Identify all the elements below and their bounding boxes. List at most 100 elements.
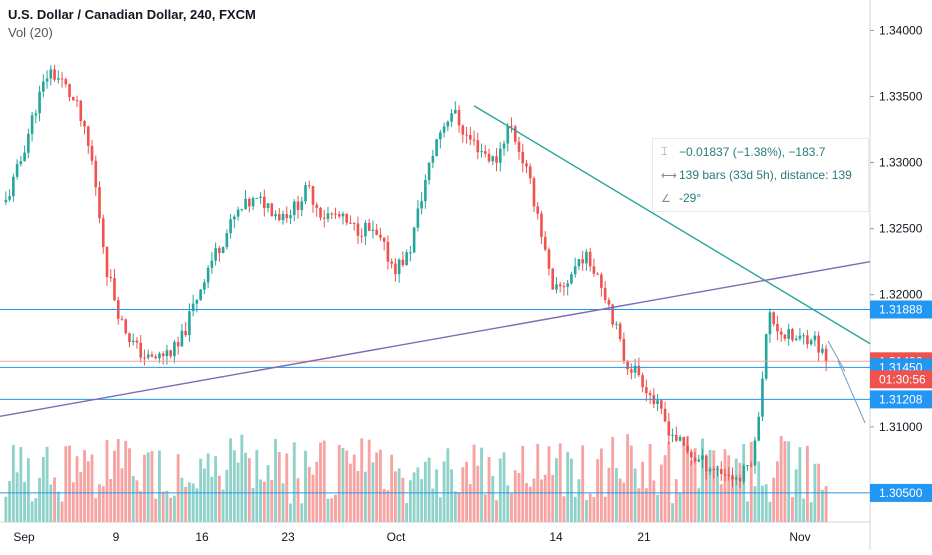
candle-body	[244, 198, 247, 210]
candle-body	[633, 365, 637, 373]
volume-bar	[105, 440, 109, 522]
volume-bar	[326, 498, 330, 522]
symbol-title: U.S. Dollar / Canadian Dollar, 240, FXCM	[8, 7, 256, 22]
candle-body	[660, 400, 663, 409]
volume-bar	[322, 440, 326, 522]
candle-body	[454, 109, 457, 114]
candle-body	[199, 289, 202, 300]
volume-bar	[378, 449, 382, 522]
candle-body	[259, 196, 262, 198]
volume-bar	[453, 491, 457, 522]
candle-body	[248, 198, 251, 207]
volume-bar	[678, 492, 682, 522]
y-tick-label: 1.31000	[879, 420, 923, 434]
volume-bar	[292, 442, 296, 522]
candle-body	[341, 213, 345, 217]
volume-bar	[281, 483, 285, 522]
candle-body	[94, 160, 98, 188]
volume-bar	[716, 465, 719, 522]
angle-icon: ∠	[661, 192, 671, 205]
volume-bar	[450, 469, 454, 522]
candle-body	[671, 434, 674, 436]
volume-bar	[412, 472, 416, 522]
volume-bar	[49, 484, 53, 522]
volume-bar	[611, 437, 615, 522]
price-badge-label: 1.31888	[879, 302, 923, 316]
price-axis-bg	[870, 0, 932, 550]
volume-bar	[701, 438, 704, 522]
candle-body	[491, 156, 495, 162]
volume-bar	[532, 478, 536, 522]
volume-bar	[165, 490, 169, 522]
candle-body	[622, 339, 626, 361]
candle-body	[53, 69, 56, 80]
volume-bar	[506, 485, 510, 522]
candle-body	[674, 434, 678, 441]
candle-body	[79, 100, 83, 122]
candle-body	[109, 276, 113, 279]
volume-bar	[427, 457, 431, 522]
candle-body	[802, 335, 805, 337]
volume-bar	[794, 469, 798, 522]
volume-bar	[161, 491, 165, 522]
volume-bar	[543, 474, 547, 522]
candle-body	[663, 408, 667, 422]
measure-bars-text: 139 bars (33d 5h), distance: 139	[679, 168, 852, 182]
candle-body	[218, 248, 221, 253]
price-badge	[870, 483, 932, 502]
candle-body	[761, 378, 764, 417]
candle-body	[596, 273, 599, 275]
candle-body	[517, 141, 521, 152]
candle-body	[787, 329, 790, 339]
volume-bar	[315, 461, 319, 522]
volume-bar	[34, 498, 38, 522]
candle-body	[543, 236, 547, 250]
candle-body	[319, 207, 322, 218]
candle-body	[135, 340, 139, 343]
volume-bar	[521, 445, 525, 522]
volume-bar	[588, 493, 592, 522]
candle-body	[401, 259, 405, 266]
candle-body	[131, 340, 135, 342]
candle-body	[611, 304, 614, 325]
volume-bar	[562, 496, 566, 522]
volume-bar	[375, 452, 379, 522]
volume-bar	[431, 488, 435, 522]
volume-bar	[41, 457, 45, 522]
candle-body	[304, 185, 307, 202]
volume-bar	[255, 449, 259, 522]
teal-trendline	[473, 105, 871, 345]
volume-bar	[805, 445, 809, 522]
candle-body	[356, 223, 360, 236]
volume-bar	[270, 480, 274, 522]
candle-body	[528, 166, 532, 179]
candle-body	[15, 164, 19, 177]
volume-bar	[573, 496, 577, 522]
volume-bar	[525, 482, 528, 522]
volume-bar	[146, 452, 150, 522]
volume-bar	[23, 481, 27, 522]
x-tick-label: Oct	[387, 530, 406, 544]
candle-body	[266, 203, 270, 209]
volume-bar	[232, 450, 236, 522]
volume-bar	[738, 462, 742, 522]
candle-body	[8, 196, 11, 200]
volume-bar	[90, 454, 94, 522]
candle-body	[75, 100, 79, 102]
volume-bar	[776, 461, 779, 522]
candle-body	[409, 252, 412, 254]
volume-bar	[566, 451, 570, 522]
volume-bar	[341, 447, 345, 522]
candle-body	[12, 176, 15, 197]
volume-bar	[644, 488, 648, 522]
volume-bar	[790, 497, 794, 522]
candle-body	[68, 84, 71, 97]
volume-bar	[172, 495, 176, 522]
candle-body	[809, 340, 813, 345]
candle-body	[352, 222, 356, 224]
candle-body	[292, 201, 296, 216]
volume-bar	[584, 500, 588, 522]
volume-bar	[476, 465, 480, 522]
